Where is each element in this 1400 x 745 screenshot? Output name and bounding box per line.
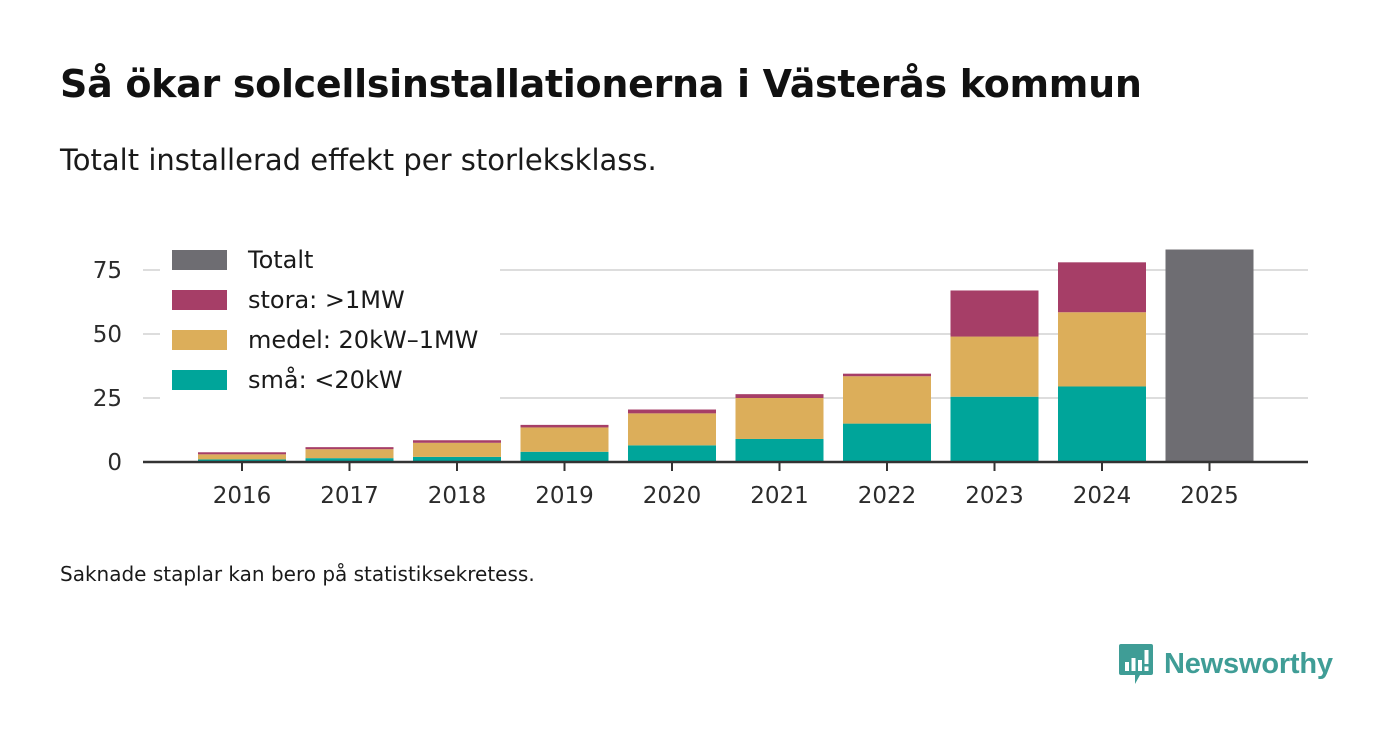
x-tick-label: 2018 (428, 483, 487, 509)
bar-2018-segment (413, 440, 501, 443)
newsworthy-logo-text: Newsworthy (1164, 647, 1333, 680)
x-tick-label: 2023 (965, 483, 1024, 509)
y-tick-label: 50 (93, 322, 122, 348)
bar-2016-segment (198, 452, 286, 455)
chart-subtitle: Totalt installerad effekt per storlekskl… (60, 143, 657, 177)
x-tick-label: 2019 (535, 483, 594, 509)
bar-2020-segment (628, 413, 716, 446)
bar-2017-segment (305, 447, 394, 450)
legend-swatch (172, 330, 227, 350)
bar-2018-segment (413, 456, 501, 462)
bar-2021-segment (735, 438, 824, 462)
bar-2024-segment (1058, 386, 1146, 462)
bar-2020-segment (628, 409, 716, 414)
bar-2024-segment (1058, 312, 1146, 387)
bar-2023-segment (950, 290, 1039, 337)
x-tick-label: 2021 (750, 483, 809, 509)
footnote: Saknade staplar kan bero på statistiksek… (60, 562, 535, 586)
newsworthy-logo-icon (1119, 644, 1153, 684)
stacked-bar-chart: 0 25 50 75 2016 2017 2018 2019 2020 2021 2022 2023 2… (92, 246, 1308, 509)
bar-2023-segment (950, 396, 1039, 462)
legend-swatch (172, 250, 227, 270)
bar-2025-segment (1165, 249, 1254, 462)
bar-2016-segment (198, 454, 286, 460)
bar-2019-segment (520, 424, 609, 428)
x-tick-label: 2022 (858, 483, 917, 509)
legend-swatch (172, 370, 227, 390)
bar-2017-segment (305, 449, 394, 459)
bar-2021-segment (735, 398, 824, 439)
bar-2022-segment (843, 423, 931, 462)
bar-2023-segment (950, 336, 1039, 397)
bar-2016-segment (198, 459, 286, 462)
y-tick-label: 25 (93, 386, 122, 412)
x-tick-label: 2025 (1180, 483, 1239, 509)
bar-2018-segment (413, 442, 501, 457)
bar-2019-segment (520, 451, 609, 462)
bar-2024-segment (1058, 262, 1146, 313)
x-tick-label: 2024 (1073, 483, 1132, 509)
y-tick-label: 0 (107, 450, 122, 476)
newsworthy-logo[interactable]: Newsworthy (1118, 641, 1333, 687)
legend-label: små: <20kW (248, 365, 403, 394)
bar-2022-segment (843, 373, 931, 377)
bar-2017-segment (305, 458, 394, 462)
legend-swatch (172, 290, 227, 310)
x-tick-label: 2016 (213, 483, 272, 509)
legend-label: Totalt (247, 246, 313, 274)
bar-2019-segment (520, 427, 609, 452)
bar-2021-segment (735, 394, 824, 398)
legend-label: stora: >1MW (248, 286, 405, 314)
bar-2022-segment (843, 376, 931, 424)
chart-title: Så ökar solcellsinstallationerna i Väste… (60, 62, 1142, 106)
bar-2020-segment (628, 445, 716, 462)
legend-label: medel: 20kW–1MW (248, 326, 478, 354)
y-tick-label: 75 (93, 258, 122, 284)
x-tick-label: 2020 (643, 483, 702, 509)
x-tick-label: 2017 (320, 483, 379, 509)
